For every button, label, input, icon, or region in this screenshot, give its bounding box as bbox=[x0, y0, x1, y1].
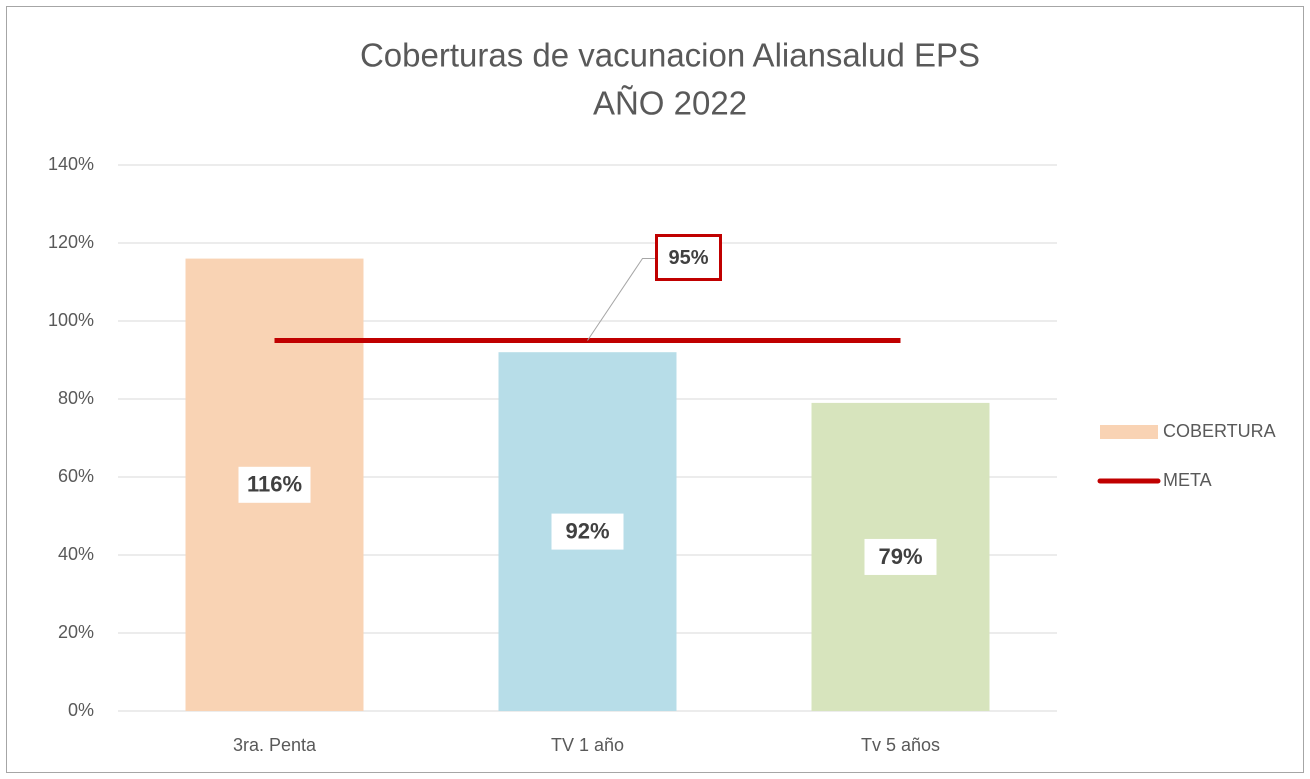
y-tick-label: 80% bbox=[58, 388, 94, 408]
data-label: 79% bbox=[878, 544, 922, 569]
legend-label: META bbox=[1163, 470, 1212, 490]
x-tick-label: TV 1 año bbox=[551, 735, 624, 755]
data-label-box bbox=[655, 234, 722, 281]
leader-line bbox=[587, 258, 657, 341]
data-label: 95% bbox=[668, 247, 708, 269]
chart-title: AÑO 2022 bbox=[593, 85, 747, 122]
x-tick-label: Tv 5 años bbox=[861, 735, 940, 755]
x-tick-label: 3ra. Penta bbox=[233, 735, 317, 755]
y-tick-label: 0% bbox=[68, 700, 94, 720]
chart-title: Coberturas de vacunacion Aliansalud EPS bbox=[360, 37, 980, 74]
data-label-box bbox=[864, 538, 937, 575]
data-label-box bbox=[238, 466, 311, 503]
y-tick-label: 60% bbox=[58, 466, 94, 486]
y-tick-label: 140% bbox=[48, 154, 94, 174]
legend-swatch bbox=[1100, 425, 1158, 439]
y-tick-label: 100% bbox=[48, 310, 94, 330]
legend-label: COBERTURA bbox=[1163, 421, 1276, 441]
y-tick-label: 120% bbox=[48, 232, 94, 252]
y-tick-label: 40% bbox=[58, 544, 94, 564]
data-label: 92% bbox=[565, 518, 609, 543]
data-label: 116% bbox=[247, 472, 302, 497]
y-tick-label: 20% bbox=[58, 622, 94, 642]
data-label-box bbox=[551, 513, 624, 550]
